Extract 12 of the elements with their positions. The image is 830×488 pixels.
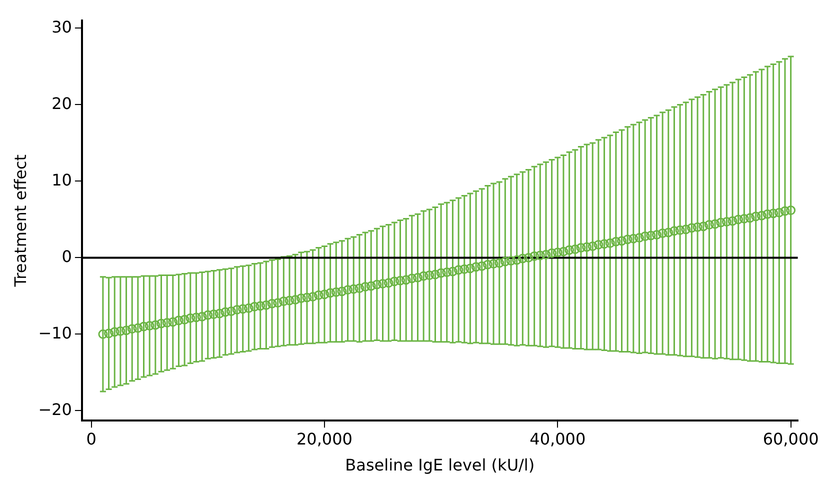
y-axis-title: Treatment effect — [10, 154, 30, 288]
x-tick-label: 40,000 — [530, 429, 586, 448]
x-tick-label: 20,000 — [296, 429, 352, 448]
y-tick-label: −10 — [38, 323, 72, 342]
x-axis-title: Baseline IgE level (kU/l) — [345, 456, 535, 475]
y-tick-label: 10 — [52, 170, 72, 190]
y-tick-label: −20 — [38, 400, 72, 419]
x-tick-label: 60,000 — [762, 429, 819, 448]
y-tick-label: 20 — [52, 94, 72, 113]
y-tick-label: 30 — [52, 17, 72, 36]
y-tick-label: 0 — [62, 246, 72, 266]
x-tick-label: 0 — [86, 429, 96, 448]
